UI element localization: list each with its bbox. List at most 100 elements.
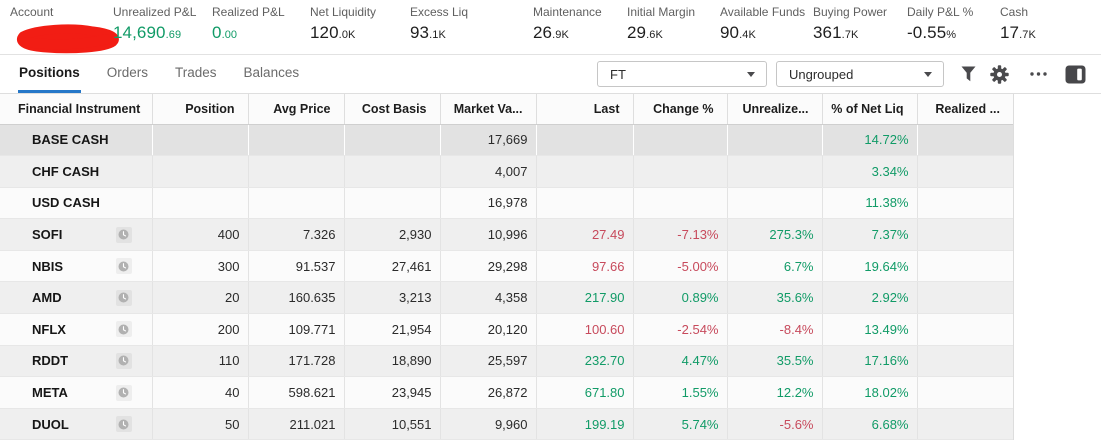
change-pct-cell — [633, 187, 728, 220]
instrument-ticker[interactable]: NBIS — [32, 258, 64, 274]
column-header[interactable]: Avg Price — [248, 94, 345, 125]
position-cell: 200 — [152, 313, 249, 346]
table-row[interactable]: SOFI 400 7.326 2,930 10,996 27.49 -7.13% 275.3… — [0, 218, 1013, 251]
table-row[interactable]: NBIS 300 91.537 27,461 29,298 97.66 -5.00% 6.7… — [0, 250, 1013, 283]
cost-basis-cell: 18,890 — [344, 345, 441, 378]
table-row[interactable]: NFLX 200 109.771 21,954 20,120 100.60 -2.54% -… — [0, 313, 1013, 346]
instrument-ticker[interactable]: NFLX — [32, 321, 66, 337]
instrument-ticker[interactable]: META — [32, 385, 68, 401]
unrealized-pct-cell: -8.4% — [727, 313, 823, 346]
table-row[interactable]: BASE CASH 17,669 14.72% — [0, 124, 1013, 157]
panel-toggle-icon[interactable] — [1065, 65, 1086, 84]
gear-icon[interactable] — [990, 64, 1009, 84]
positions-toolbar: Positions Orders Trades Balances FT Ungroup… — [0, 55, 1101, 94]
instrument-ticker[interactable]: BASE CASH — [32, 132, 109, 148]
cost-basis-cell: 21,954 — [344, 313, 441, 346]
table-row[interactable]: USD CASH 16,978 11.38% — [0, 187, 1013, 220]
unrealized-pct-cell — [727, 124, 822, 157]
tab-positions[interactable]: Positions — [18, 55, 81, 93]
pct-net-liq-cell: 11.38% — [822, 187, 918, 220]
summary-value: -0.55% — [907, 23, 957, 42]
cost-basis-cell: 2,930 — [344, 218, 441, 251]
tab-balances[interactable]: Balances — [243, 65, 300, 80]
summary-item: Account — [10, 5, 119, 54]
more-options-icon[interactable] — [1030, 72, 1047, 76]
column-header[interactable]: Last — [536, 94, 634, 125]
position-cell — [152, 187, 249, 220]
delayed-data-icon — [115, 352, 132, 369]
instrument-cell: SOFI — [0, 218, 153, 251]
column-header[interactable]: Unrealize... — [727, 94, 823, 125]
instrument-cell: NFLX — [0, 313, 153, 346]
summary-label: Buying Power — [813, 5, 888, 19]
unrealized-pct-cell: -5.6% — [727, 408, 823, 441]
cost-basis-cell: 27,461 — [344, 250, 441, 283]
table-header-row: Financial Instrument Position Avg Price Cos… — [0, 94, 1013, 125]
market-value-cell: 26,872 — [440, 376, 537, 409]
column-header[interactable]: Realized ... — [917, 94, 1013, 125]
column-header[interactable]: Change % — [633, 94, 728, 125]
instrument-ticker[interactable]: USD CASH — [32, 195, 100, 211]
table-row[interactable]: META 40 598.621 23,945 26,872 671.80 1.55% 12.… — [0, 376, 1013, 409]
table-row[interactable]: DUOL 50 211.021 10,551 9,960 199.19 5.74% -5.6… — [0, 408, 1013, 441]
instrument-ticker[interactable]: AMD — [32, 290, 62, 306]
instrument-cell: CHF CASH — [0, 155, 153, 188]
summary-item: Cash 17.7K — [1000, 5, 1036, 43]
cost-basis-cell: 3,213 — [344, 281, 441, 315]
change-pct-cell: -2.54% — [633, 313, 728, 346]
realized-cell — [917, 250, 1013, 283]
delayed-data-icon — [115, 226, 132, 243]
table-row[interactable]: RDDT 110 171.728 18,890 25,597 232.70 4.47% 35… — [0, 345, 1013, 378]
tab-trades[interactable]: Trades — [175, 65, 217, 80]
instrument-cell: DUOL — [0, 408, 153, 441]
column-header[interactable]: Cost Basis — [344, 94, 441, 125]
grouping-dropdown[interactable]: Ungrouped — [776, 61, 944, 87]
summary-value: 26.9K — [533, 23, 569, 42]
table-row[interactable]: CHF CASH 4,007 3.34% — [0, 155, 1013, 188]
avg-price-cell — [248, 124, 344, 157]
account-summary-bar: Account Unrealized P&L 14,690.69 Realized … — [0, 0, 1101, 55]
summary-item: Buying Power 361.7K — [813, 5, 887, 43]
positions-body: BASE CASH 17,669 14.72% CHF CASH 4,007 3.34% U… — [0, 124, 1013, 441]
avg-price-cell: 598.621 — [248, 376, 345, 409]
avg-price-cell: 7.326 — [248, 218, 345, 251]
instrument-ticker[interactable]: DUOL — [32, 416, 69, 432]
position-cell: 20 — [152, 281, 249, 315]
market-value-cell: 10,996 — [440, 218, 537, 251]
realized-cell — [917, 345, 1013, 378]
instrument-cell: AMD — [0, 281, 153, 315]
realized-cell — [917, 218, 1013, 251]
delayed-data-icon — [115, 289, 132, 306]
summary-item: Realized P&L 0.00 — [212, 5, 285, 43]
instrument-ticker[interactable]: CHF CASH — [32, 163, 100, 179]
positions-table: Financial Instrument Position Avg Price Cos… — [0, 94, 1014, 441]
view-dropdown[interactable]: FT — [597, 61, 767, 87]
unrealized-pct-cell: 35.6% — [727, 281, 823, 315]
cost-basis-cell — [344, 155, 441, 188]
column-header[interactable]: Market Va... — [440, 94, 537, 125]
summary-label: Unrealized P&L — [113, 5, 197, 19]
column-header[interactable]: Position — [152, 94, 249, 125]
tab-bar: Positions Orders Trades Balances — [0, 55, 325, 93]
instrument-cell: USD CASH — [0, 187, 153, 220]
pct-net-liq-cell: 19.64% — [822, 250, 918, 283]
column-header[interactable]: % of Net Liq — [822, 94, 918, 125]
instrument-ticker[interactable]: SOFI — [32, 227, 63, 243]
filter-icon[interactable] — [961, 66, 976, 82]
summary-label: Maintenance — [533, 5, 602, 19]
market-value-cell: 17,669 — [440, 124, 536, 157]
table-row[interactable]: AMD 20 160.635 3,213 4,358 217.90 0.89% 35.6% 2… — [0, 281, 1013, 315]
avg-price-cell: 160.635 — [248, 281, 345, 315]
pct-net-liq-cell: 6.68% — [822, 408, 918, 441]
grouping-dropdown-value: Ungrouped — [789, 66, 854, 82]
delayed-data-icon — [115, 258, 132, 275]
summary-label: Daily P&L % — [907, 5, 974, 19]
realized-cell — [917, 124, 1013, 157]
tab-orders[interactable]: Orders — [106, 65, 149, 80]
column-header[interactable]: Financial Instrument — [0, 94, 153, 125]
pct-net-liq-cell: 18.02% — [822, 376, 918, 409]
realized-cell — [917, 155, 1013, 188]
instrument-ticker[interactable]: RDDT — [32, 353, 69, 369]
last-cell: 671.80 — [536, 376, 634, 409]
